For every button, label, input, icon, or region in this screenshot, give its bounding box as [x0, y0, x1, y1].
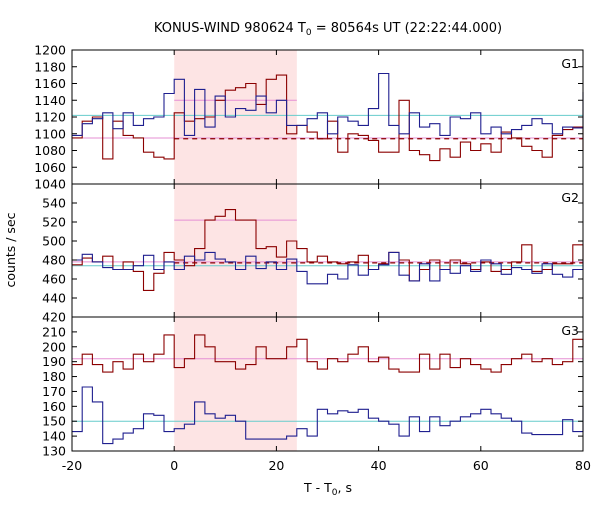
series-blue-g1 — [72, 72, 584, 136]
label-layer: 104010601080110011201140116011801200G142… — [34, 43, 591, 474]
x-tick-label: 60 — [473, 458, 489, 473]
x-tick-label: 0 — [170, 458, 178, 473]
chart-title-subscript: 0 — [306, 28, 312, 38]
series-blue-g2 — [72, 251, 584, 285]
series-blue-g3 — [72, 386, 584, 445]
y-tick-label-g1: 1040 — [34, 177, 66, 192]
panel-label-g3: G3 — [561, 323, 579, 338]
y-tick-label-g2: 480 — [42, 253, 66, 268]
y-tick-label-g3: 210 — [42, 324, 66, 339]
y-tick-label-g1: 1200 — [34, 43, 66, 58]
y-tick-label-g1: 1160 — [34, 76, 66, 91]
highlight-band-g3 — [174, 317, 297, 451]
x-tick-label: -20 — [62, 458, 82, 473]
y-tick-label-g3: 190 — [42, 354, 66, 369]
panel-label-g1: G1 — [561, 56, 579, 71]
y-tick-label-g1: 1080 — [34, 143, 66, 158]
y-tick-label-g2: 420 — [42, 310, 66, 325]
series-red-g2 — [72, 209, 584, 291]
chart-title-prefix: KONUS-WIND 980624 T — [154, 21, 306, 36]
y-tick-label-g2: 520 — [42, 215, 66, 230]
chart-title: KONUS-WIND 980624 T0 = 80564s UT (22:22:… — [154, 21, 502, 38]
panel-frame-g3 — [71, 316, 584, 452]
panel-frame-g2 — [71, 183, 584, 318]
panel-label-g2: G2 — [561, 190, 579, 205]
chart-title-suffix: = 80564s UT (22:22:44.000) — [312, 21, 502, 36]
y-tick-label-g3: 180 — [42, 369, 66, 384]
y-tick-label-g1: 1140 — [34, 93, 66, 108]
x-axis-title-suffix: , s — [338, 480, 352, 495]
x-tick-label: 20 — [268, 458, 284, 473]
y-tick-label-g3: 130 — [42, 444, 66, 459]
y-tick-label-g1: 1180 — [34, 59, 66, 74]
highlight-band-g2 — [174, 184, 297, 317]
x-tick-label: 40 — [371, 458, 387, 473]
y-tick-label-g3: 200 — [42, 339, 66, 354]
y-axis-title: counts / sec — [3, 212, 18, 287]
y-tick-label-g1: 1100 — [34, 126, 66, 141]
y-tick-label-g2: 440 — [42, 291, 66, 306]
y-tick-label-g3: 160 — [42, 399, 66, 414]
series-red-g3 — [72, 334, 584, 373]
x-axis-title-prefix: T - T — [303, 480, 332, 495]
x-tick-label: 80 — [575, 458, 591, 473]
x-axis-title: T - T0, s — [303, 480, 352, 498]
y-tick-label-g1: 1120 — [34, 110, 66, 125]
y-tick-label-g2: 500 — [42, 234, 66, 249]
y-tick-label-g3: 140 — [42, 429, 66, 444]
series-layer — [72, 72, 584, 445]
y-tick-label-g3: 170 — [42, 384, 66, 399]
y-tick-label-g1: 1060 — [34, 160, 66, 175]
x-axis-title-subscript: 0 — [332, 488, 338, 498]
frame-layer — [71, 49, 584, 452]
y-tick-label-g3: 150 — [42, 414, 66, 429]
y-tick-label-g2: 460 — [42, 272, 66, 287]
y-tick-label-g2: 540 — [42, 196, 66, 211]
